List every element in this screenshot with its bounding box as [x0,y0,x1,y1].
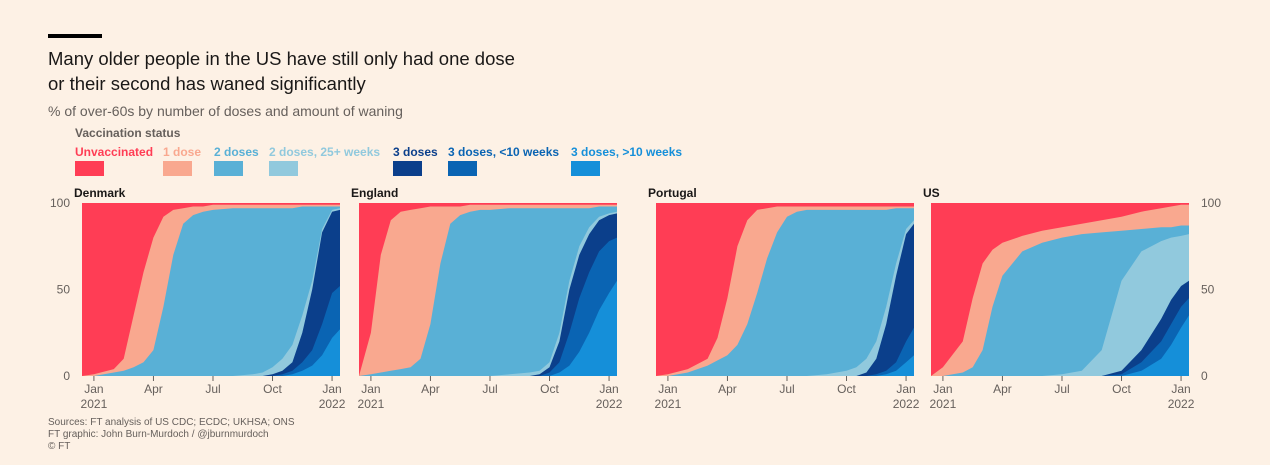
sources-line: Sources: FT analysis of US CDC; ECDC; UK… [48,417,295,428]
panel-title: Portugal [648,186,697,200]
sources-footer: Sources: FT analysis of US CDC; ECDC; UK… [48,417,295,453]
area-3-doses-over-10-weeks [359,280,617,376]
area-2-doses [656,208,914,376]
area-3-doses-over-10-weeks [931,315,1189,376]
area-3-doses-over-10-weeks [656,355,914,376]
legend-label: 2 doses [214,145,259,159]
x-tick-label: Jan [361,382,380,396]
chart-title-line-2: or their second has waned significantly [48,73,366,94]
y-tick-label: 50 [57,283,71,297]
x-tick-year: 2022 [319,397,346,411]
panel-title: US [923,186,940,200]
x-tick-label: Jan [322,382,341,396]
y-tick-label: 100 [50,196,70,210]
area-3-doses [656,223,914,376]
area-2-doses [359,206,617,376]
x-tick-year: 2022 [1168,397,1195,411]
x-tick-label: Jul [1054,382,1069,396]
y-tick-label: 50 [1201,283,1215,297]
legend-item-unvaccinated: Unvaccinated [75,145,154,176]
x-tick-label: Jan [933,382,952,396]
x-tick-year: 2021 [358,397,385,411]
chart-title: Many older people in the US have still o… [48,46,668,96]
x-tick-label: Jul [482,382,497,396]
x-tick-label: Jan [896,382,915,396]
x-tick-label: Apr [718,382,737,396]
y-tick-label: 0 [1201,369,1208,383]
y-tick-label: 0 [63,369,70,383]
legend-label: 1 dose [163,145,202,159]
legend-item-2-doses: 2 doses [214,145,259,176]
x-tick-label: Oct [1112,382,1131,396]
x-tick-year: 2021 [81,397,108,411]
legend-swatch [448,161,477,176]
legend-label: 2 doses, 25+ weeks [269,145,381,159]
x-tick-label: Apr [993,382,1012,396]
legend-label: 3 doses [393,145,438,159]
legend-item-3-doses: 3 doses [393,145,438,176]
legend-label: 3 doses, <10 weeks [448,145,560,159]
header-rule [48,34,102,38]
legend-label: Unvaccinated [75,145,154,159]
x-tick-year: 2021 [930,397,957,411]
panel-title: England [351,186,398,200]
x-tick-label: Apr [421,382,440,396]
credit-line: FT graphic: John Burn-Murdoch / @jburnmu… [48,429,269,440]
x-tick-label: Oct [540,382,559,396]
legend-label: 3 doses, >10 weeks [571,145,683,159]
x-tick-year: 2022 [893,397,920,411]
legend-swatch [571,161,600,176]
chart-title-line-1: Many older people in the US have still o… [48,48,515,69]
area-2-doses-25-weeks [931,234,1189,376]
legend-swatch [75,161,104,176]
x-tick-label: Jul [779,382,794,396]
y-tick-label: 100 [1201,196,1221,210]
legend-swatch [214,161,243,176]
x-tick-label: Jan [1171,382,1190,396]
x-tick-label: Jan [599,382,618,396]
area-3-doses-over-10-weeks [82,329,340,376]
x-tick-label: Jan [84,382,103,396]
x-tick-label: Oct [263,382,282,396]
x-tick-year: 2022 [596,397,623,411]
legend-swatch [393,161,422,176]
x-tick-label: Jul [205,382,220,396]
area-2-doses [82,206,340,376]
x-tick-label: Jan [658,382,677,396]
legend-item-3-doses-over-10-weeks: 3 doses, >10 weeks [571,145,683,176]
panel-title: Denmark [74,186,126,200]
legend-item-1-dose: 1 dose [163,145,202,176]
legend-item-3-doses-under-10-weeks: 3 doses, <10 weeks [448,145,560,176]
x-tick-label: Apr [144,382,163,396]
x-tick-year: 2021 [655,397,682,411]
copyright-line: © FT [48,441,71,452]
area-3-doses-under-10-weeks [656,327,914,376]
legend-swatch [163,161,192,176]
legend-swatch [269,161,298,176]
legend-title: Vaccination status [75,126,181,140]
chart-subtitle: % of over-60s by number of doses and amo… [48,103,403,119]
legend-item-2-doses-25-weeks: 2 doses, 25+ weeks [269,145,381,176]
x-tick-label: Oct [837,382,856,396]
